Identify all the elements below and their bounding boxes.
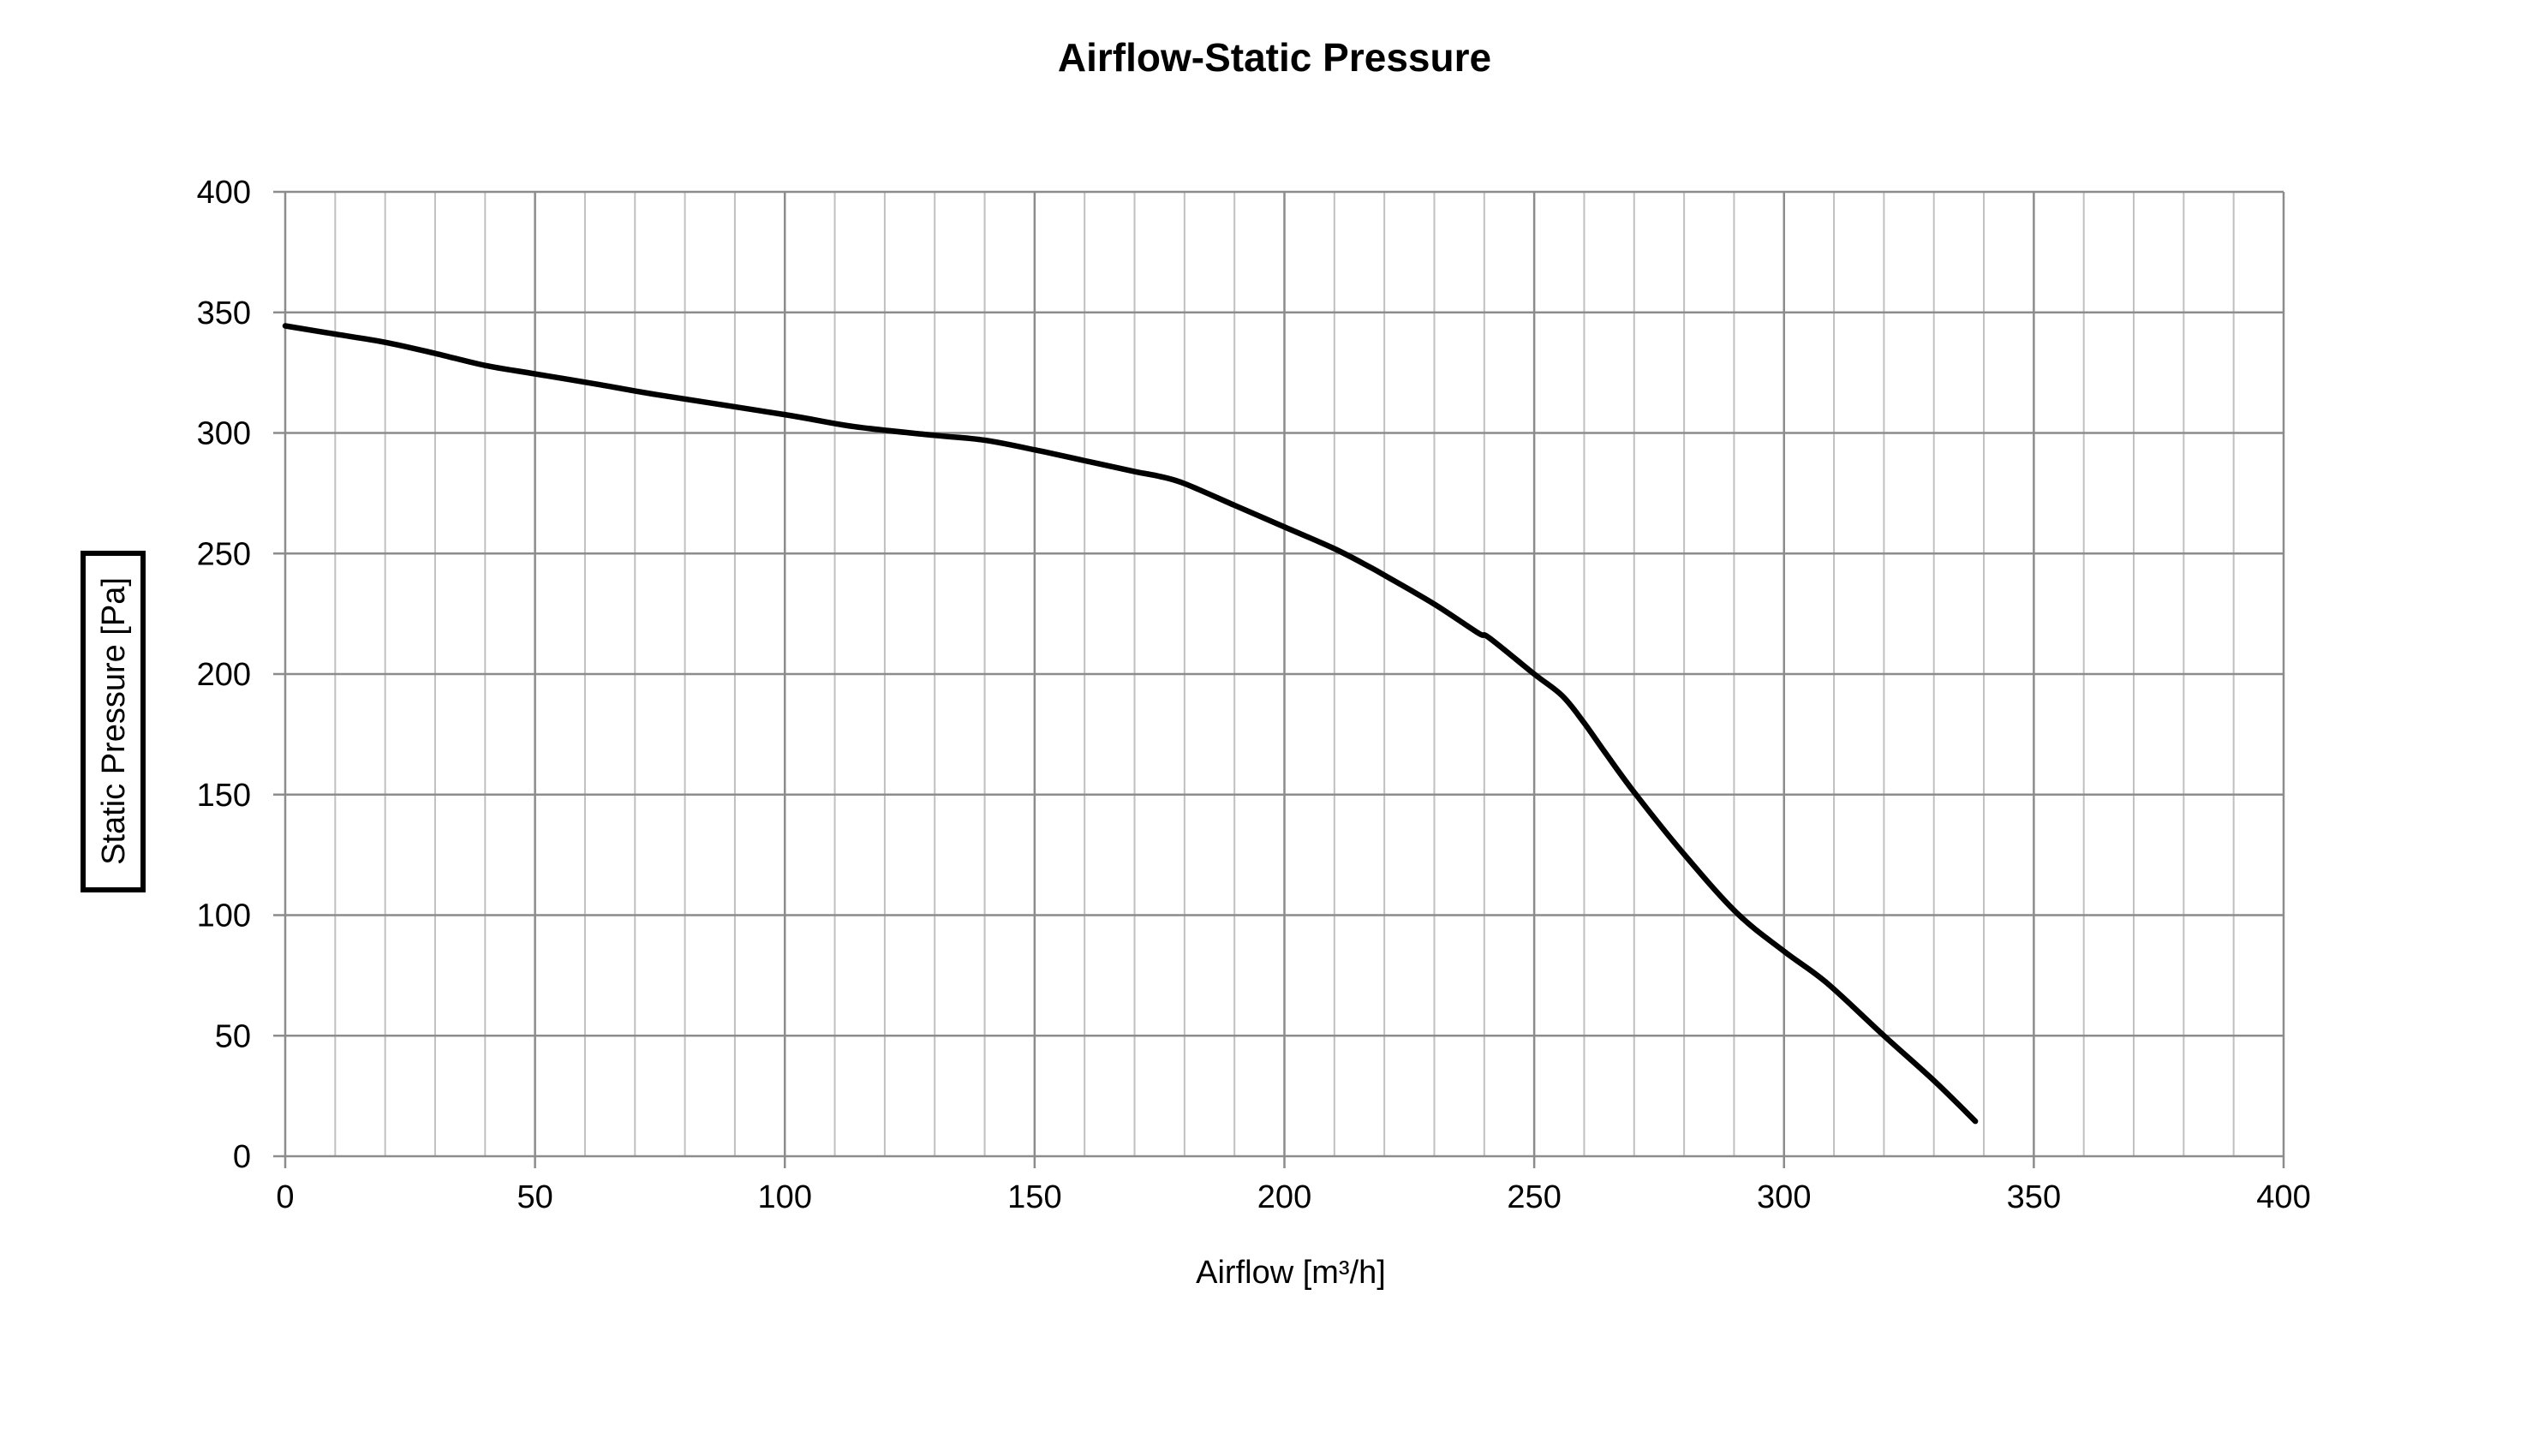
x-tick-label: 0	[276, 1179, 294, 1215]
x-tick-label: 350	[2007, 1179, 2061, 1215]
y-tick-label: 400	[197, 175, 251, 211]
x-tick-label: 300	[1757, 1179, 1811, 1215]
y-tick-label: 50	[215, 1018, 251, 1054]
x-tick-label: 400	[2256, 1179, 2310, 1215]
x-tick-label: 150	[1007, 1179, 1061, 1215]
y-tick-label: 0	[233, 1139, 251, 1175]
y-tick-label: 150	[197, 778, 251, 814]
y-tick-label: 200	[197, 657, 251, 693]
x-axis-label: Airflow [m³/h]	[1196, 1255, 1386, 1291]
x-tick-labels: 0 50 100 150 200 250 300 350 400	[276, 1179, 2310, 1215]
y-axis-label: Static Pressure [Pa]	[96, 577, 132, 865]
y-tick-labels: 0 50 100 150 200 250 300 350 400	[197, 175, 251, 1175]
x-tick-label: 50	[517, 1179, 552, 1215]
y-tick-label: 100	[197, 898, 251, 934]
x-tick-label: 200	[1257, 1179, 1311, 1215]
y-tick-label: 350	[197, 295, 251, 331]
x-tick-label: 100	[758, 1179, 812, 1215]
series-lines	[282, 323, 1979, 1125]
y-tick-label: 300	[197, 416, 251, 452]
grid	[273, 190, 2285, 1168]
chart-title: Airflow-Static Pressure	[1058, 35, 1491, 80]
y-tick-label: 250	[197, 536, 251, 572]
x-tick-label: 250	[1507, 1179, 1561, 1215]
y-axis-label-box	[81, 551, 146, 892]
series-line-static-pressure	[282, 323, 1979, 1125]
